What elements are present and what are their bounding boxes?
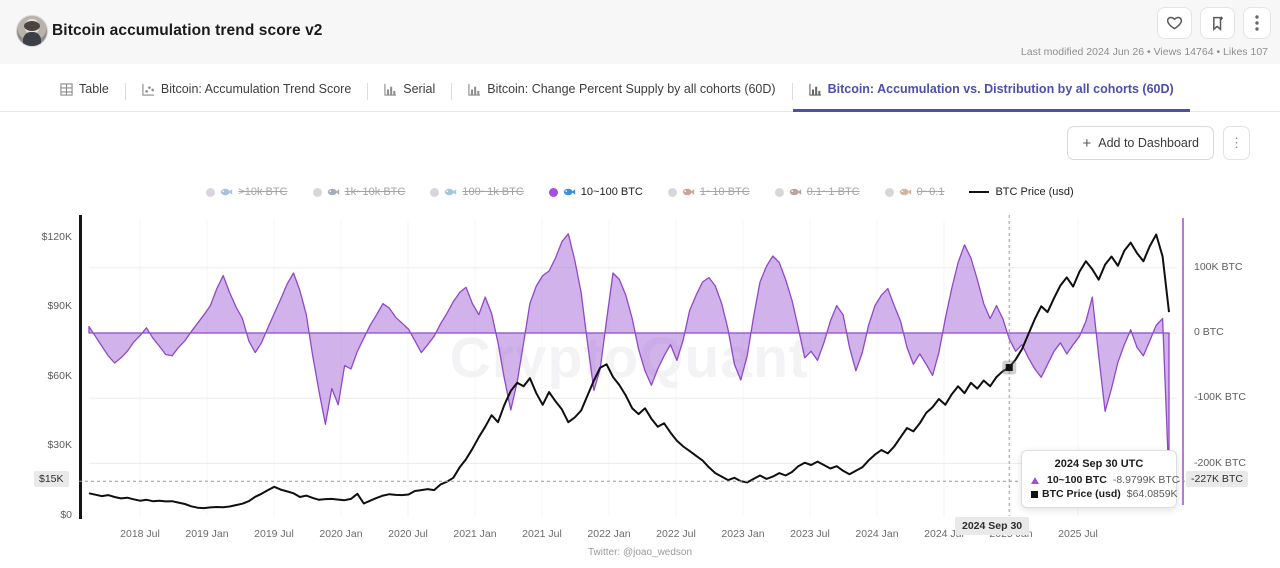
header: Bitcoin accumulation trend score v2: [0, 0, 1280, 65]
legend-item--10k-btc[interactable]: >10k BTC: [206, 186, 288, 198]
tab-separator: [124, 83, 126, 100]
tooltip-price-value: $64.0859K: [1126, 488, 1178, 500]
x-axis-label: 2020 Jan: [319, 528, 363, 540]
left-axis-tick: $120K: [41, 230, 72, 243]
crosshair-left-badge: $15K: [34, 471, 69, 487]
cohort-emoji-icon: [899, 188, 911, 196]
tooltip-price-label: BTC Price (usd): [1042, 488, 1121, 500]
tab-bar: Table Bitcoin: Accumulation Trend Score Se…: [0, 64, 1280, 112]
tooltip-date: 2024 Sep 30 UTC: [1054, 458, 1144, 470]
crosshair-right-badge: -227K BTC: [1186, 471, 1248, 487]
x-axis-label: 2018 Jul: [120, 528, 160, 540]
kebab-icon: [1255, 15, 1259, 31]
tab-bitcoin-change-percent-supply-by-all-coh[interactable]: Bitcoin: Change Percent Supply by all co…: [452, 82, 791, 112]
legend-item-btc-price[interactable]: BTC Price (usd): [969, 186, 1074, 198]
x-axis-label: 2022 Jul: [656, 528, 696, 540]
tooltip-cohort-value: -8.9799K BTC: [1112, 474, 1180, 486]
triangle-marker-icon: [1031, 476, 1039, 484]
page-title: Bitcoin accumulation trend score v2: [52, 22, 323, 39]
cohort-emoji-icon: [445, 188, 457, 196]
x-axis-label: 2021 Jan: [453, 528, 497, 540]
x-axis-label: 2023 Jul: [790, 528, 830, 540]
chart-tooltip: 2024 Sep 30 UTC 10~100 BTC -8.9799K BTC …: [1021, 450, 1179, 508]
kebab-icon: ⋮: [1230, 135, 1243, 150]
left-axis-tick: $90K: [47, 300, 72, 313]
legend-dot: [548, 187, 558, 197]
cohort-emoji-icon: [789, 188, 801, 196]
tab-serial[interactable]: Serial: [368, 82, 451, 112]
like-button[interactable]: [1157, 7, 1192, 39]
legend-item-1-10-btc[interactable]: 1~10 BTC: [667, 186, 750, 198]
legend-item-0-0-1[interactable]: 0~0.1: [884, 186, 944, 198]
tooltip-row-price: BTC Price (usd) $64.0859K: [1031, 488, 1178, 500]
credit-text: Twitter: @joao_wedson: [587, 547, 693, 558]
plus-icon: +: [1082, 134, 1092, 152]
chart-legend: >10k BTC 1k~10k BTC 100~1k BTC 10~100 BTC 1~…: [0, 186, 1280, 198]
tab-separator: [367, 83, 369, 100]
tab-bitcoin-accumulation-vs-distribution-by-[interactable]: Bitcoin: Accumulation vs. Distribution b…: [792, 82, 1190, 112]
legend-dot: [430, 187, 440, 197]
legend-dot: [206, 187, 216, 197]
crosshair-date-badge: 2024 Sep 30: [955, 517, 1030, 535]
legend-dot: [667, 187, 677, 197]
cohort-emoji-icon: [563, 188, 575, 196]
x-axis-label: 2023 Jan: [721, 528, 765, 540]
x-axis-label: 2019 Jan: [185, 528, 229, 540]
tooltip-cohort-label: 10~100 BTC: [1047, 474, 1107, 486]
square-marker-icon: [1031, 490, 1038, 498]
cohort-emoji-icon: [682, 188, 695, 196]
add-to-dashboard-button[interactable]: + Add to Dashboard: [1067, 126, 1214, 160]
cohort-emoji-icon: [221, 188, 233, 196]
x-axis-label: 2025 Jul: [1058, 528, 1098, 540]
left-axis-tick: $60K: [47, 369, 72, 382]
save-button[interactable]: [1200, 7, 1235, 39]
cohort-emoji-icon: [327, 188, 339, 196]
x-axis-label: 2021 Jul: [522, 528, 562, 540]
bookmark-icon: [1212, 15, 1223, 31]
right-axis-tick: -200K BTC: [1194, 456, 1246, 469]
left-axis-tick: $0: [60, 509, 72, 521]
right-axis-tick: 0 BTC: [1194, 326, 1224, 338]
tooltip-row-cohort: 10~100 BTC -8.9799K BTC: [1031, 474, 1179, 486]
legend-item-1k-10k-btc[interactable]: 1k~10k BTC: [312, 186, 405, 198]
x-axis-label: 2024 Jan: [855, 528, 899, 540]
author-avatar[interactable]: [16, 15, 48, 47]
x-axis-label: 2022 Jan: [587, 528, 631, 540]
x-axis-label: 2019 Jul: [254, 528, 294, 540]
tab-separator: [451, 83, 453, 100]
heart-icon: [1167, 16, 1182, 30]
meta-info: Last modified 2024 Jun 26 • Views 14764 …: [1020, 46, 1268, 58]
right-axis-tick: -100K BTC: [1194, 391, 1246, 404]
left-axis-tick: $30K: [47, 439, 72, 452]
legend-dot: [884, 187, 894, 197]
legend-item-10-100-btc[interactable]: 10~100 BTC: [548, 186, 643, 198]
chart-plot[interactable]: [79, 215, 1185, 520]
x-axis-label: 2020 Jul: [388, 528, 428, 540]
x-axis-label: 2024 Jul: [924, 528, 964, 540]
tab-separator: [791, 83, 793, 100]
tab-table[interactable]: Table: [44, 82, 125, 112]
right-axis-tick: 100K BTC: [1194, 260, 1243, 273]
legend-dot: [312, 187, 322, 197]
price-line-swatch: [969, 191, 990, 193]
add-to-dashboard-label: Add to Dashboard: [1098, 136, 1199, 150]
legend-item-100-1k-btc[interactable]: 100~1k BTC: [430, 186, 524, 198]
legend-item-0-1-1-btc[interactable]: 0.1~1 BTC: [774, 186, 860, 198]
legend-dot: [774, 187, 784, 197]
tab-bitcoin-accumulation-trend-score[interactable]: Bitcoin: Accumulation Trend Score: [126, 82, 367, 112]
chart-menu-button[interactable]: ⋮: [1223, 126, 1250, 160]
more-button[interactable]: [1243, 7, 1271, 39]
